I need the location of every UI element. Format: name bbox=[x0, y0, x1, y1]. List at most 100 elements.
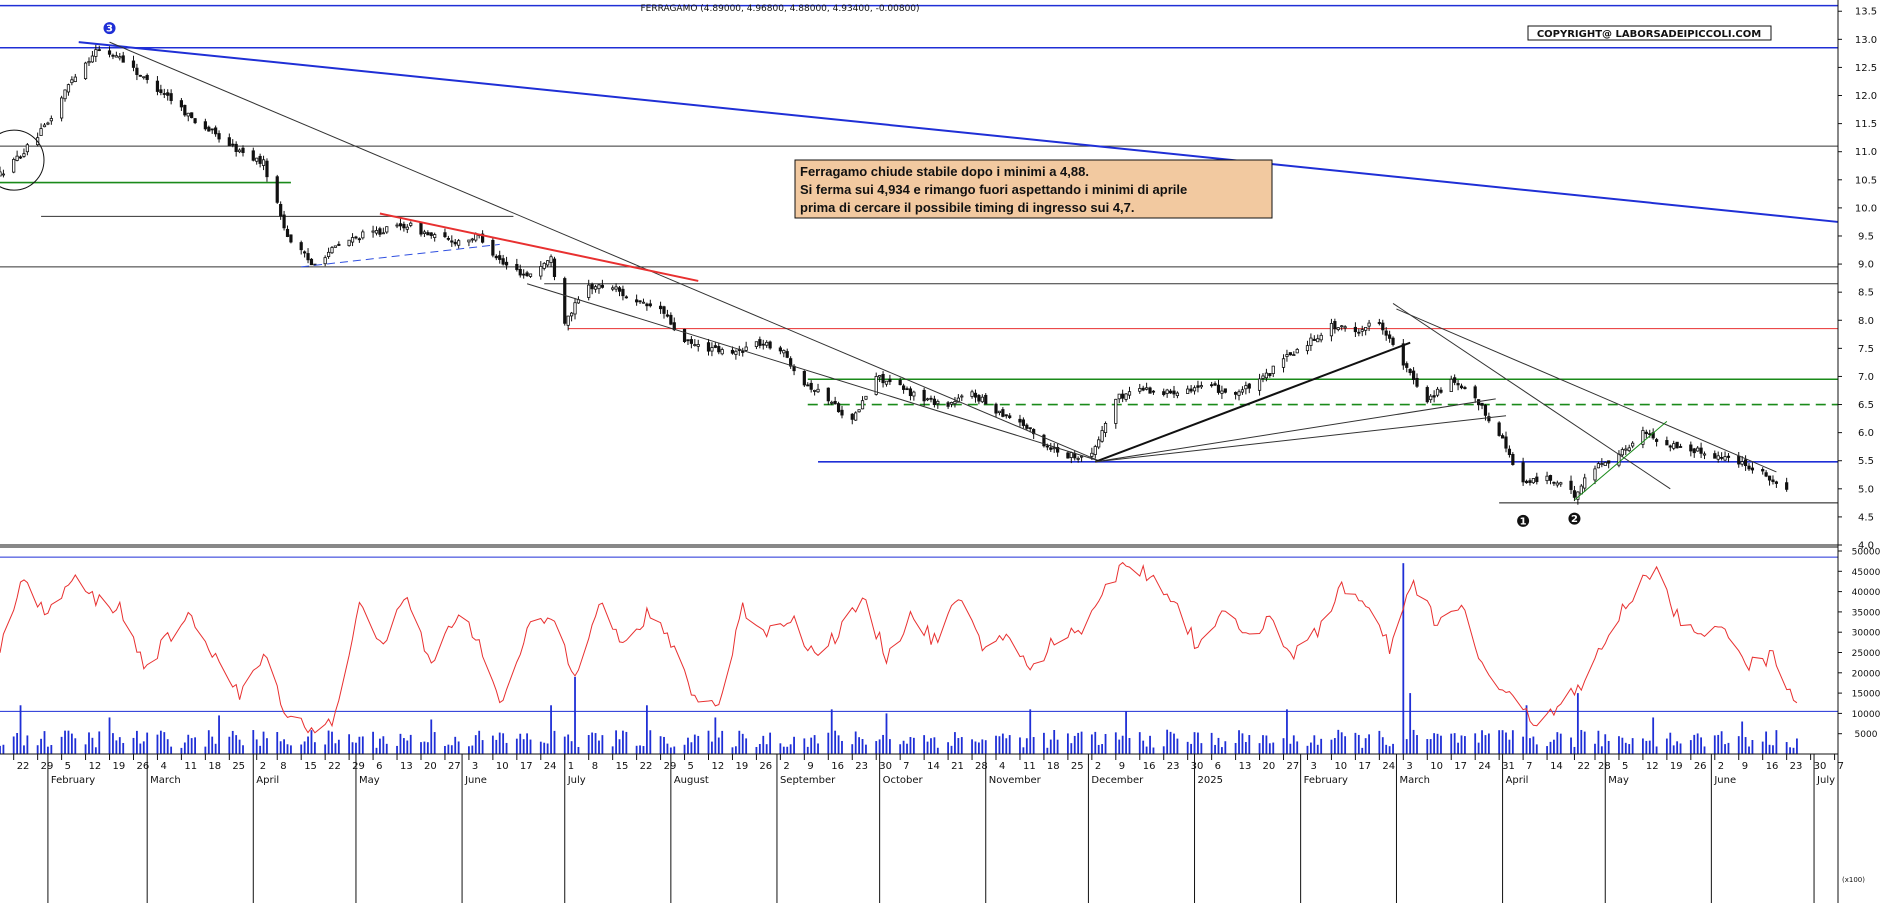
candle-body bbox=[1388, 334, 1392, 339]
volume-bar bbox=[1077, 732, 1080, 754]
volume-bar bbox=[1440, 735, 1442, 754]
candle-body bbox=[1199, 385, 1203, 388]
candle-body bbox=[617, 287, 622, 292]
volume-bar bbox=[899, 744, 902, 754]
volume-bar bbox=[300, 744, 303, 754]
date-tick-label: 24 bbox=[1382, 761, 1395, 772]
candle-body bbox=[1593, 468, 1597, 481]
volume-bar bbox=[567, 734, 570, 754]
candle-body bbox=[1456, 383, 1460, 386]
volume-bar bbox=[1268, 743, 1271, 754]
volume-bar bbox=[1570, 737, 1572, 754]
volume-tick-label: 30000 bbox=[1852, 629, 1881, 639]
volume-bar bbox=[1700, 737, 1702, 754]
candle-body bbox=[138, 74, 142, 77]
candle-body bbox=[789, 358, 793, 367]
volume-bar bbox=[433, 732, 436, 754]
candle-body bbox=[977, 395, 981, 402]
price-tick-label: 8.5 bbox=[1858, 288, 1874, 299]
volume-bar bbox=[426, 742, 429, 754]
candle-body bbox=[912, 391, 916, 397]
candle-body bbox=[1761, 469, 1765, 472]
volume-bar bbox=[587, 735, 590, 754]
volume-bar bbox=[697, 735, 700, 754]
date-tick-label: 12 bbox=[89, 761, 102, 772]
volume-bar bbox=[741, 733, 744, 754]
volume-bar bbox=[139, 743, 142, 754]
candle-body bbox=[1627, 447, 1631, 452]
candle-body bbox=[433, 234, 437, 238]
volume-bar bbox=[906, 743, 908, 754]
candle-body bbox=[696, 344, 700, 347]
candle-body bbox=[1559, 482, 1563, 485]
volume-bar bbox=[406, 740, 409, 754]
candle-body bbox=[1521, 462, 1525, 483]
date-tick-label: 30 bbox=[1814, 761, 1827, 772]
date-tick-label: 2 bbox=[783, 761, 789, 772]
volume-bar bbox=[902, 740, 905, 754]
volume-bar bbox=[693, 734, 696, 754]
candle-body bbox=[1723, 456, 1727, 461]
volume-bar bbox=[252, 730, 255, 754]
date-tick-label: 4 bbox=[999, 761, 1005, 772]
price-tick-label: 12.5 bbox=[1855, 63, 1877, 74]
candle-body bbox=[1401, 343, 1405, 366]
volume-bar bbox=[645, 705, 648, 754]
volume-bar bbox=[1765, 731, 1768, 754]
candle-body bbox=[118, 56, 122, 59]
volume-bar bbox=[1631, 738, 1634, 754]
volume-bar bbox=[1741, 721, 1744, 754]
date-tick-label: 9 bbox=[1119, 761, 1125, 772]
date-tick-label: 17 bbox=[1358, 761, 1371, 772]
volume-bar bbox=[1357, 734, 1360, 754]
volume-bar bbox=[382, 736, 385, 754]
candle-body bbox=[1305, 345, 1310, 352]
volume-bar bbox=[851, 744, 854, 754]
volume-bar bbox=[861, 739, 864, 754]
volume-bar bbox=[806, 746, 809, 754]
volume-bar bbox=[43, 731, 46, 754]
candle-body bbox=[549, 256, 553, 263]
volume-bar bbox=[1385, 744, 1388, 754]
volume-bar bbox=[1450, 733, 1453, 754]
candle-body bbox=[1049, 447, 1053, 450]
volume-bar bbox=[1645, 740, 1648, 754]
candle-body bbox=[131, 60, 136, 68]
candle-body bbox=[1045, 445, 1049, 448]
candle-body bbox=[303, 251, 307, 254]
marker-number: 1 bbox=[1520, 516, 1527, 527]
volume-bar bbox=[1559, 733, 1562, 754]
candle-body bbox=[658, 305, 663, 310]
volume-bar bbox=[1073, 735, 1076, 754]
candle-body bbox=[214, 127, 218, 135]
candle-body bbox=[1186, 388, 1190, 394]
date-tick-label: 1 bbox=[568, 761, 574, 772]
candle-body bbox=[854, 412, 858, 421]
volume-bar bbox=[1529, 738, 1531, 754]
volume-bar bbox=[1696, 733, 1699, 754]
volume-bar bbox=[1597, 730, 1600, 754]
volume-bar bbox=[283, 739, 285, 754]
date-tick-label: 3 bbox=[472, 761, 478, 772]
month-label: July bbox=[567, 775, 586, 786]
volume-bar bbox=[875, 741, 878, 754]
volume-bar bbox=[1248, 735, 1251, 754]
month-label: 2025 bbox=[1198, 775, 1223, 786]
candle-body bbox=[1449, 378, 1453, 393]
volume-bar bbox=[574, 676, 576, 754]
price-tick-label: 4.0 bbox=[1858, 541, 1874, 552]
date-tick-label: 23 bbox=[1790, 761, 1803, 772]
candle-body bbox=[566, 315, 570, 326]
volume-bar bbox=[1727, 742, 1730, 754]
volume-bar bbox=[1310, 742, 1312, 754]
volume-bar bbox=[642, 746, 645, 754]
candle-body bbox=[878, 375, 882, 378]
volume-bar bbox=[1405, 739, 1408, 754]
volume-bar bbox=[1090, 734, 1093, 754]
volume-bar bbox=[734, 746, 737, 754]
volume-bar bbox=[1193, 732, 1196, 754]
candle-body bbox=[1654, 439, 1659, 442]
volume-bar bbox=[409, 734, 412, 754]
volume-bar bbox=[1381, 737, 1384, 754]
candle-body bbox=[539, 266, 543, 277]
